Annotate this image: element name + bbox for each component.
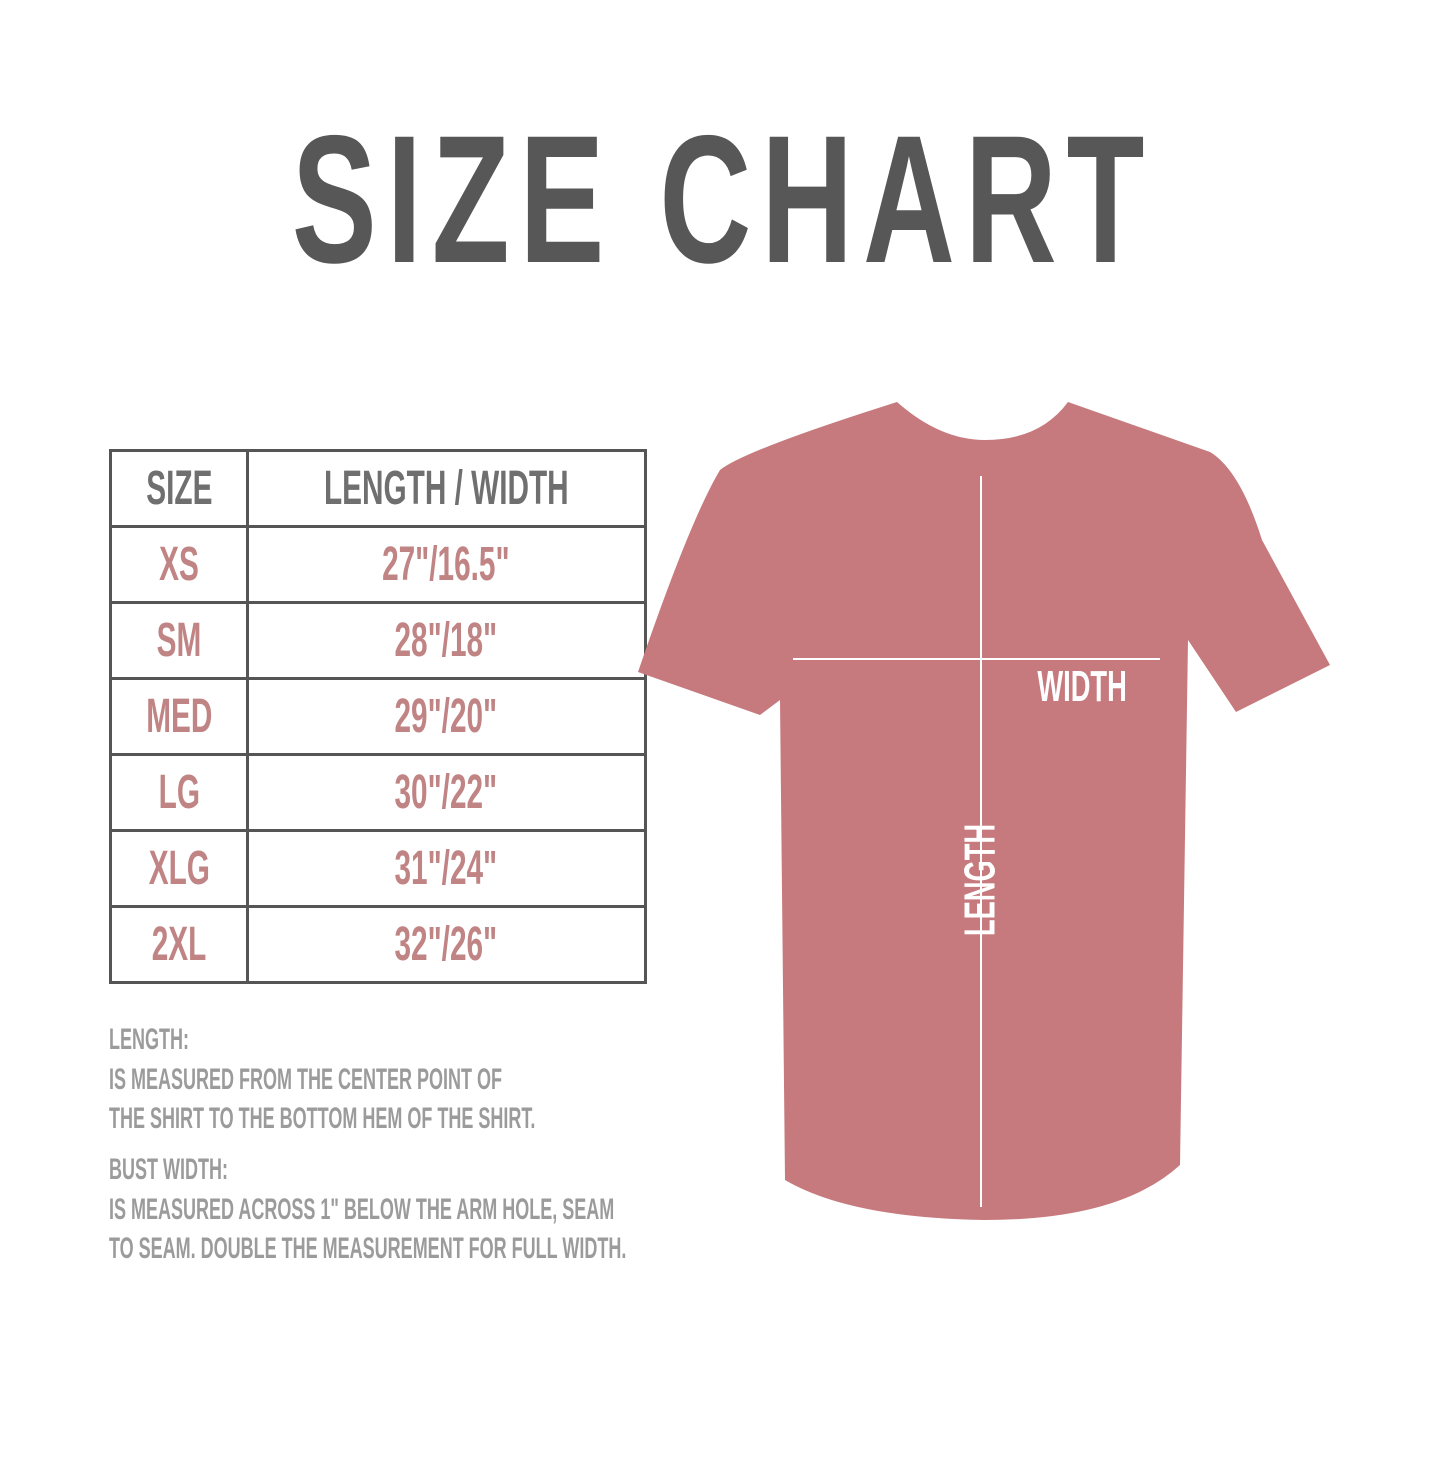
size-cell: XS [159, 538, 199, 591]
table-row: XLG 31"/24" [109, 829, 647, 908]
size-cell: MED [145, 690, 213, 743]
size-cell: SM [156, 614, 202, 667]
table-row: SM 28"/18" [109, 601, 647, 680]
measure-cell: 32"/26" [394, 918, 498, 971]
table-header-row: SIZE LENGTH / WIDTH [109, 449, 647, 528]
table-row: 2XL 32"/26" [109, 905, 647, 984]
length-label: LENGTH [955, 823, 1005, 937]
size-cell: 2XL [151, 918, 207, 971]
measure-cell: 29"/20" [394, 690, 498, 743]
table-row: MED 29"/20" [109, 677, 647, 756]
measure-cell: 31"/24" [394, 842, 498, 895]
header-length-width: LENGTH / WIDTH [323, 462, 569, 515]
header-size: SIZE [145, 462, 213, 515]
measure-cell: 27"/16.5" [382, 538, 511, 591]
table-row: XS 27"/16.5" [109, 525, 647, 604]
table-row: LG 30"/22" [109, 753, 647, 832]
size-cell: XLG [148, 842, 210, 895]
page-title: SIZE CHART [291, 97, 1154, 301]
length-note: LENGTH: IS MEASURED FROM THE CENTER POIN… [109, 1023, 536, 1135]
width-note: BUST WIDTH: IS MEASURED ACROSS 1" BELOW … [109, 1153, 627, 1265]
measure-cell: 28"/18" [394, 614, 498, 667]
width-label: WIDTH [1037, 662, 1127, 711]
size-table: SIZE LENGTH / WIDTH XS 27"/16.5" SM 28"/18"… [109, 449, 647, 984]
size-cell: LG [158, 766, 200, 819]
tshirt-shape [638, 402, 1330, 1220]
measure-cell: 30"/22" [394, 766, 498, 819]
